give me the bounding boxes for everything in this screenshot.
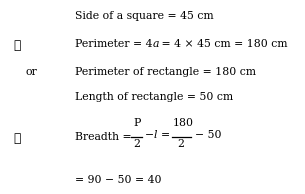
Text: 2: 2 <box>134 139 141 149</box>
Text: P: P <box>134 118 141 128</box>
Text: Perimeter of rectangle = 180 cm: Perimeter of rectangle = 180 cm <box>75 67 256 77</box>
Text: Breadth =: Breadth = <box>75 132 135 142</box>
Text: a: a <box>153 39 159 49</box>
Text: l: l <box>154 130 157 140</box>
Text: − 50: − 50 <box>195 130 221 140</box>
Text: or: or <box>26 67 38 77</box>
Text: −: − <box>145 130 154 140</box>
Text: ∴: ∴ <box>14 132 21 145</box>
Text: 2: 2 <box>178 139 185 149</box>
Text: 180: 180 <box>173 118 194 128</box>
Text: Perimeter = 4: Perimeter = 4 <box>75 39 152 49</box>
Text: Length of rectangle = 50 cm: Length of rectangle = 50 cm <box>75 92 233 102</box>
Text: = 90 − 50 = 40: = 90 − 50 = 40 <box>75 175 161 185</box>
Text: =: = <box>161 130 170 140</box>
Text: = 4 × 45 cm = 180 cm: = 4 × 45 cm = 180 cm <box>158 39 287 49</box>
Text: ∴: ∴ <box>14 39 21 52</box>
Text: Side of a square = 45 cm: Side of a square = 45 cm <box>75 11 213 21</box>
